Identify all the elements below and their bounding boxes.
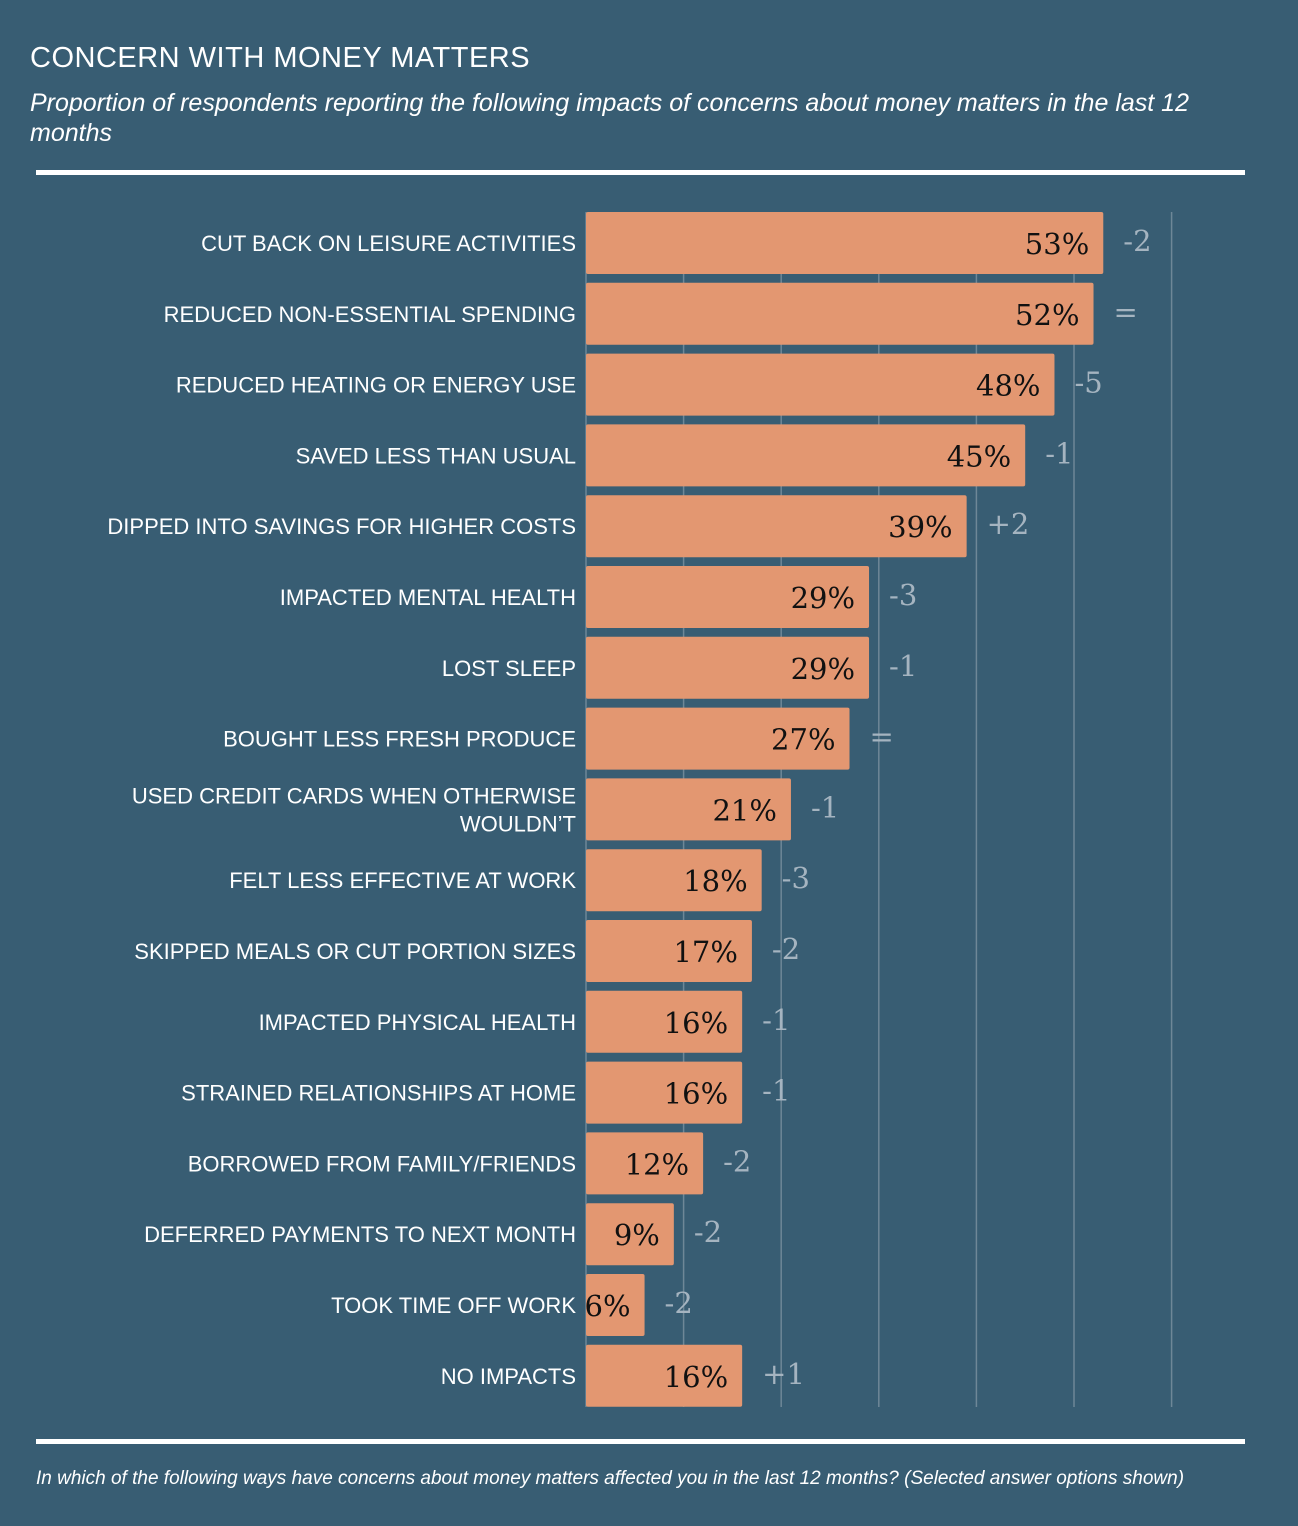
bar-9	[586, 849, 762, 912]
value-label: 17%	[673, 935, 737, 969]
category-label: REDUCED HEATING OR ENERGY USE	[176, 373, 576, 398]
category-label: FELT LESS EFFECTIVE AT WORK	[229, 868, 576, 893]
value-label: 16%	[664, 1077, 728, 1111]
change-label: =	[870, 720, 894, 754]
value-label: 9%	[614, 1218, 660, 1252]
value-label: 16%	[664, 1360, 728, 1394]
category-label: TOOK TIME OFF WORK	[331, 1293, 576, 1318]
bar-12	[586, 1061, 743, 1124]
change-label: -1	[762, 1003, 790, 1037]
value-label: 52%	[1015, 298, 1079, 332]
category-label: DIPPED INTO SAVINGS FOR HIGHER COSTS	[107, 514, 576, 539]
bar-8	[586, 778, 791, 841]
change-label: -2	[1123, 224, 1151, 258]
top-divider	[36, 170, 1245, 175]
change-label: -2	[694, 1215, 722, 1249]
value-label: 18%	[683, 864, 747, 898]
category-label: BORROWED FROM FAMILY/FRIENDS	[188, 1151, 576, 1176]
chart-title: CONCERN WITH MONEY MATTERS	[30, 42, 531, 74]
category-label: LOST SLEEP	[442, 656, 576, 681]
bar-5	[586, 566, 870, 628]
category-label: USED CREDIT CARDS WHEN OTHERWISE WOULDN’T	[132, 783, 576, 836]
value-label: 21%	[712, 793, 776, 827]
bar-16	[586, 1344, 743, 1407]
change-labels: -2 = -5 -1 +2 -3 -1 = -1 -3 -2 -1 -1 -2 -2 -2 +1	[665, 224, 1152, 1391]
value-label: 53%	[1025, 227, 1089, 261]
category-label: REDUCED NON-ESSENTIAL SPENDING	[164, 302, 576, 327]
value-label: 16%	[664, 1006, 728, 1040]
change-label: -5	[1074, 366, 1102, 400]
category-label: SAVED LESS THAN USUAL	[296, 443, 576, 468]
value-label: 12%	[625, 1147, 689, 1181]
category-label: IMPACTED PHYSICAL HEALTH	[259, 1010, 576, 1035]
value-label: 6%	[585, 1289, 631, 1323]
category-label: IMPACTED MENTAL HEALTH	[280, 585, 576, 610]
bar-2	[586, 353, 1055, 416]
category-label: CUT BACK ON LEISURE ACTIVITIES	[201, 231, 576, 256]
bar-13	[586, 1132, 704, 1195]
bar-6	[586, 636, 870, 699]
change-label: -3	[889, 578, 917, 612]
change-label: -2	[665, 1286, 693, 1320]
category-label: STRAINED RELATIONSHIPS AT HOME	[181, 1081, 576, 1106]
change-label: -3	[782, 861, 810, 895]
value-label: 29%	[791, 652, 855, 686]
change-label: +2	[987, 507, 1030, 541]
change-label: +1	[762, 1357, 805, 1391]
change-label: -2	[723, 1144, 751, 1178]
category-labels: CUT BACK ON LEISURE ACTIVITIES REDUCED NO…	[107, 231, 576, 1389]
chart-subtitle: Proportion of respondents reporting the …	[30, 89, 1189, 147]
bar-15	[586, 1274, 645, 1336]
value-label: 48%	[976, 369, 1040, 403]
category-label: SKIPPED MEALS OR CUT PORTION SIZES	[134, 939, 576, 964]
category-label: DEFERRED PAYMENTS TO NEXT MONTH	[144, 1222, 576, 1247]
change-label: -1	[1045, 436, 1073, 470]
bar-1	[586, 282, 1094, 345]
bar-10	[586, 920, 752, 982]
category-label: BOUGHT LESS FRESH PRODUCE	[223, 727, 576, 752]
bottom-divider	[36, 1439, 1245, 1444]
change-label: =	[1114, 295, 1138, 329]
bar-0	[586, 212, 1104, 274]
bar-4	[586, 495, 967, 558]
category-label: NO IMPACTS	[441, 1364, 576, 1389]
bar-3	[586, 424, 1026, 487]
change-label: -1	[762, 1074, 790, 1108]
bars	[586, 212, 1104, 1407]
value-label: 27%	[771, 723, 835, 757]
bar-14	[586, 1203, 674, 1266]
bar-11	[586, 990, 743, 1053]
bar-7	[586, 707, 850, 770]
change-label: -1	[811, 790, 839, 824]
value-label: 45%	[947, 439, 1011, 473]
change-label: -1	[889, 649, 917, 683]
value-label: 29%	[791, 581, 855, 615]
change-label: -2	[772, 932, 800, 966]
value-label: 39%	[888, 510, 952, 544]
survey-question-footnote: In which of the following ways have conc…	[36, 1468, 1185, 1489]
value-labels: 53% 52% 48% 45% 39% 29% 29% 27% 21% 18% 17% 16% 16% 1…	[585, 227, 1090, 1394]
